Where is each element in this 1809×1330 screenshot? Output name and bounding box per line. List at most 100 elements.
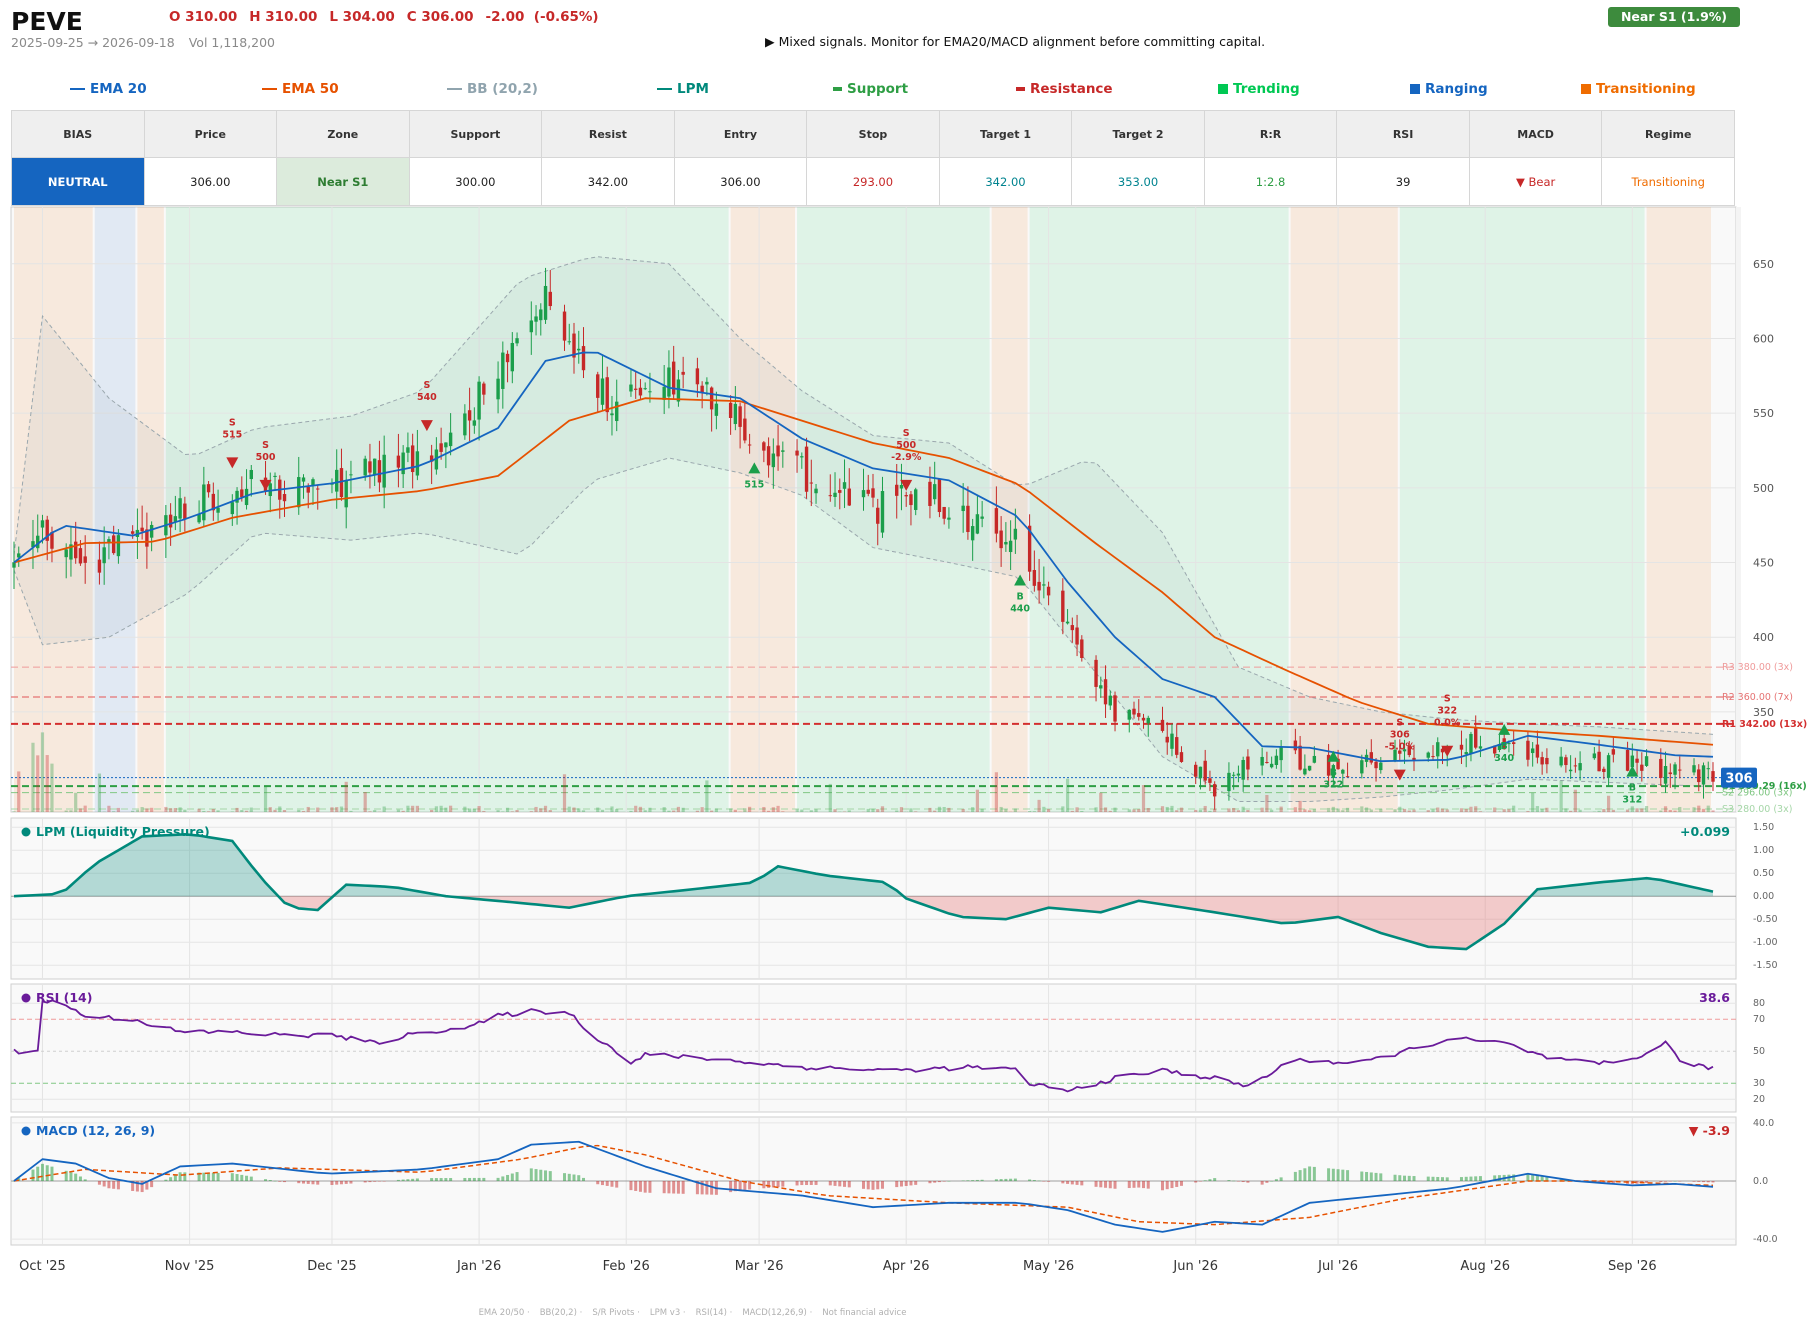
volume-bar [415,805,419,812]
candle-body [909,494,913,506]
volume-bar [529,811,533,812]
macd-histogram-bar [173,1174,177,1181]
legend-item-ema-50[interactable]: EMA 50 [262,81,339,97]
candle-body [183,503,187,520]
volume-bar [74,792,78,812]
candle-body [268,483,272,497]
candle-body [1331,765,1336,778]
volume-bar [268,807,272,812]
legend-label: Trending [1233,81,1300,97]
volume-bar [947,807,951,812]
macd-histogram-bar [468,1177,472,1181]
macd-histogram-bar [914,1181,918,1185]
sr-level-label: R2 360.00 (7x) [1722,692,1793,703]
low-value: L 304.00 [329,9,395,25]
volume-bar [667,810,671,812]
candle-body [1312,755,1317,763]
macd-histogram-bar [975,1179,979,1181]
volume-bar [1146,807,1150,812]
volume-bar [335,807,339,812]
volume-bar [1474,806,1478,812]
macd-histogram-bar [828,1181,832,1186]
macd-histogram-bar [1436,1176,1440,1181]
volume-bar [1028,811,1032,812]
volume-bar [577,808,581,812]
volume-bar [1070,810,1074,812]
volume-bar [1545,807,1549,812]
table-cell-support: 300.00 [408,157,543,206]
signal-label: 515 [222,429,242,440]
signal-label: 500 [256,452,276,463]
signal-label: 440 [1010,603,1030,614]
volume-bar [1298,800,1302,812]
candle-body [1412,757,1416,761]
macd-histogram-bar [449,1178,453,1181]
candle-body [1260,756,1264,766]
lpm-positive-fill [14,834,1713,897]
volume-bar [1564,808,1568,812]
macd-histogram-bar [544,1170,548,1181]
candle-body [615,401,619,422]
macd-histogram-bar [112,1181,116,1189]
volume-bar [980,808,984,812]
lpm-negative-fill [14,896,1713,950]
macd-histogram-bar [216,1172,220,1181]
candle-body [747,444,752,446]
table-cell-target-2: 353.00 [1071,157,1205,206]
legend-item-ema-20[interactable]: EMA 20 [70,81,147,97]
macd-histogram-bar [662,1181,666,1194]
macd-histogram-bar [600,1181,604,1186]
macd-histogram-bar [1004,1178,1008,1181]
macd-histogram-bar [638,1181,642,1192]
buy-marker-icon [1498,723,1511,735]
candle-body [762,442,766,451]
candle-body [206,484,211,493]
candle-body [211,493,216,511]
chart-canvas[interactable]: 350 400 450 500 550 600 650 R3 380.00 (3x) R2 36… [0,0,1809,1290]
legend-item-transitioning[interactable]: Transitioning [1581,81,1696,97]
volume-bar [899,807,904,812]
candle-body [505,353,510,363]
macd-histogram-bar [1559,1178,1563,1181]
volume-bar [282,810,287,812]
candle-body [975,514,980,534]
sell-marker-icon [1441,745,1454,757]
legend-item-resistance[interactable]: Resistance [1016,81,1113,97]
candle-body [1492,745,1497,754]
macd-histogram-bar [97,1181,101,1185]
candle-body [1080,639,1084,658]
volume-bar [600,809,605,812]
candle-body [895,484,899,496]
legend-swatch-icon [833,87,842,91]
legend-item-ranging[interactable]: Ranging [1410,81,1488,97]
rsi-dot-icon [21,993,31,1003]
volume-bar [1493,807,1497,812]
macd-histogram-bar [107,1181,111,1189]
candle-body [244,488,249,506]
legend-item-trending[interactable]: Trending [1218,81,1300,97]
candle-body [344,480,348,508]
volume-bar [567,806,571,812]
legend-item-support[interactable]: Support [833,81,908,97]
volume-bar [1569,810,1573,812]
volume-bar [781,811,785,812]
macd-histogram-bar [980,1179,984,1181]
legend-item-lpm[interactable]: LPM [657,81,709,97]
volume-bar [50,763,54,812]
table-cell-stop: 293.00 [806,157,940,206]
volume-bar [909,808,913,812]
macd-histogram-bar [1697,1181,1701,1182]
macd-histogram-bar [1037,1180,1041,1182]
volume-bar [1426,810,1430,812]
macd-histogram-bar [937,1181,941,1183]
candle-body [529,320,533,333]
date-range-line: 2025-09-25 → 2026-09-18 Vol 1,118,200 [11,35,289,50]
zone-badge: Near S1 (1.9%) [1608,7,1740,27]
table-cell-resist: 342.00 [541,157,675,206]
volume-bar [1663,806,1668,812]
candle-body [1160,719,1165,731]
legend-item-bb-20-2[interactable]: BB (20,2) [447,81,538,97]
macd-histogram-bar [1208,1179,1212,1181]
macd-histogram-bar [1440,1177,1444,1181]
candle-body [1440,748,1445,753]
